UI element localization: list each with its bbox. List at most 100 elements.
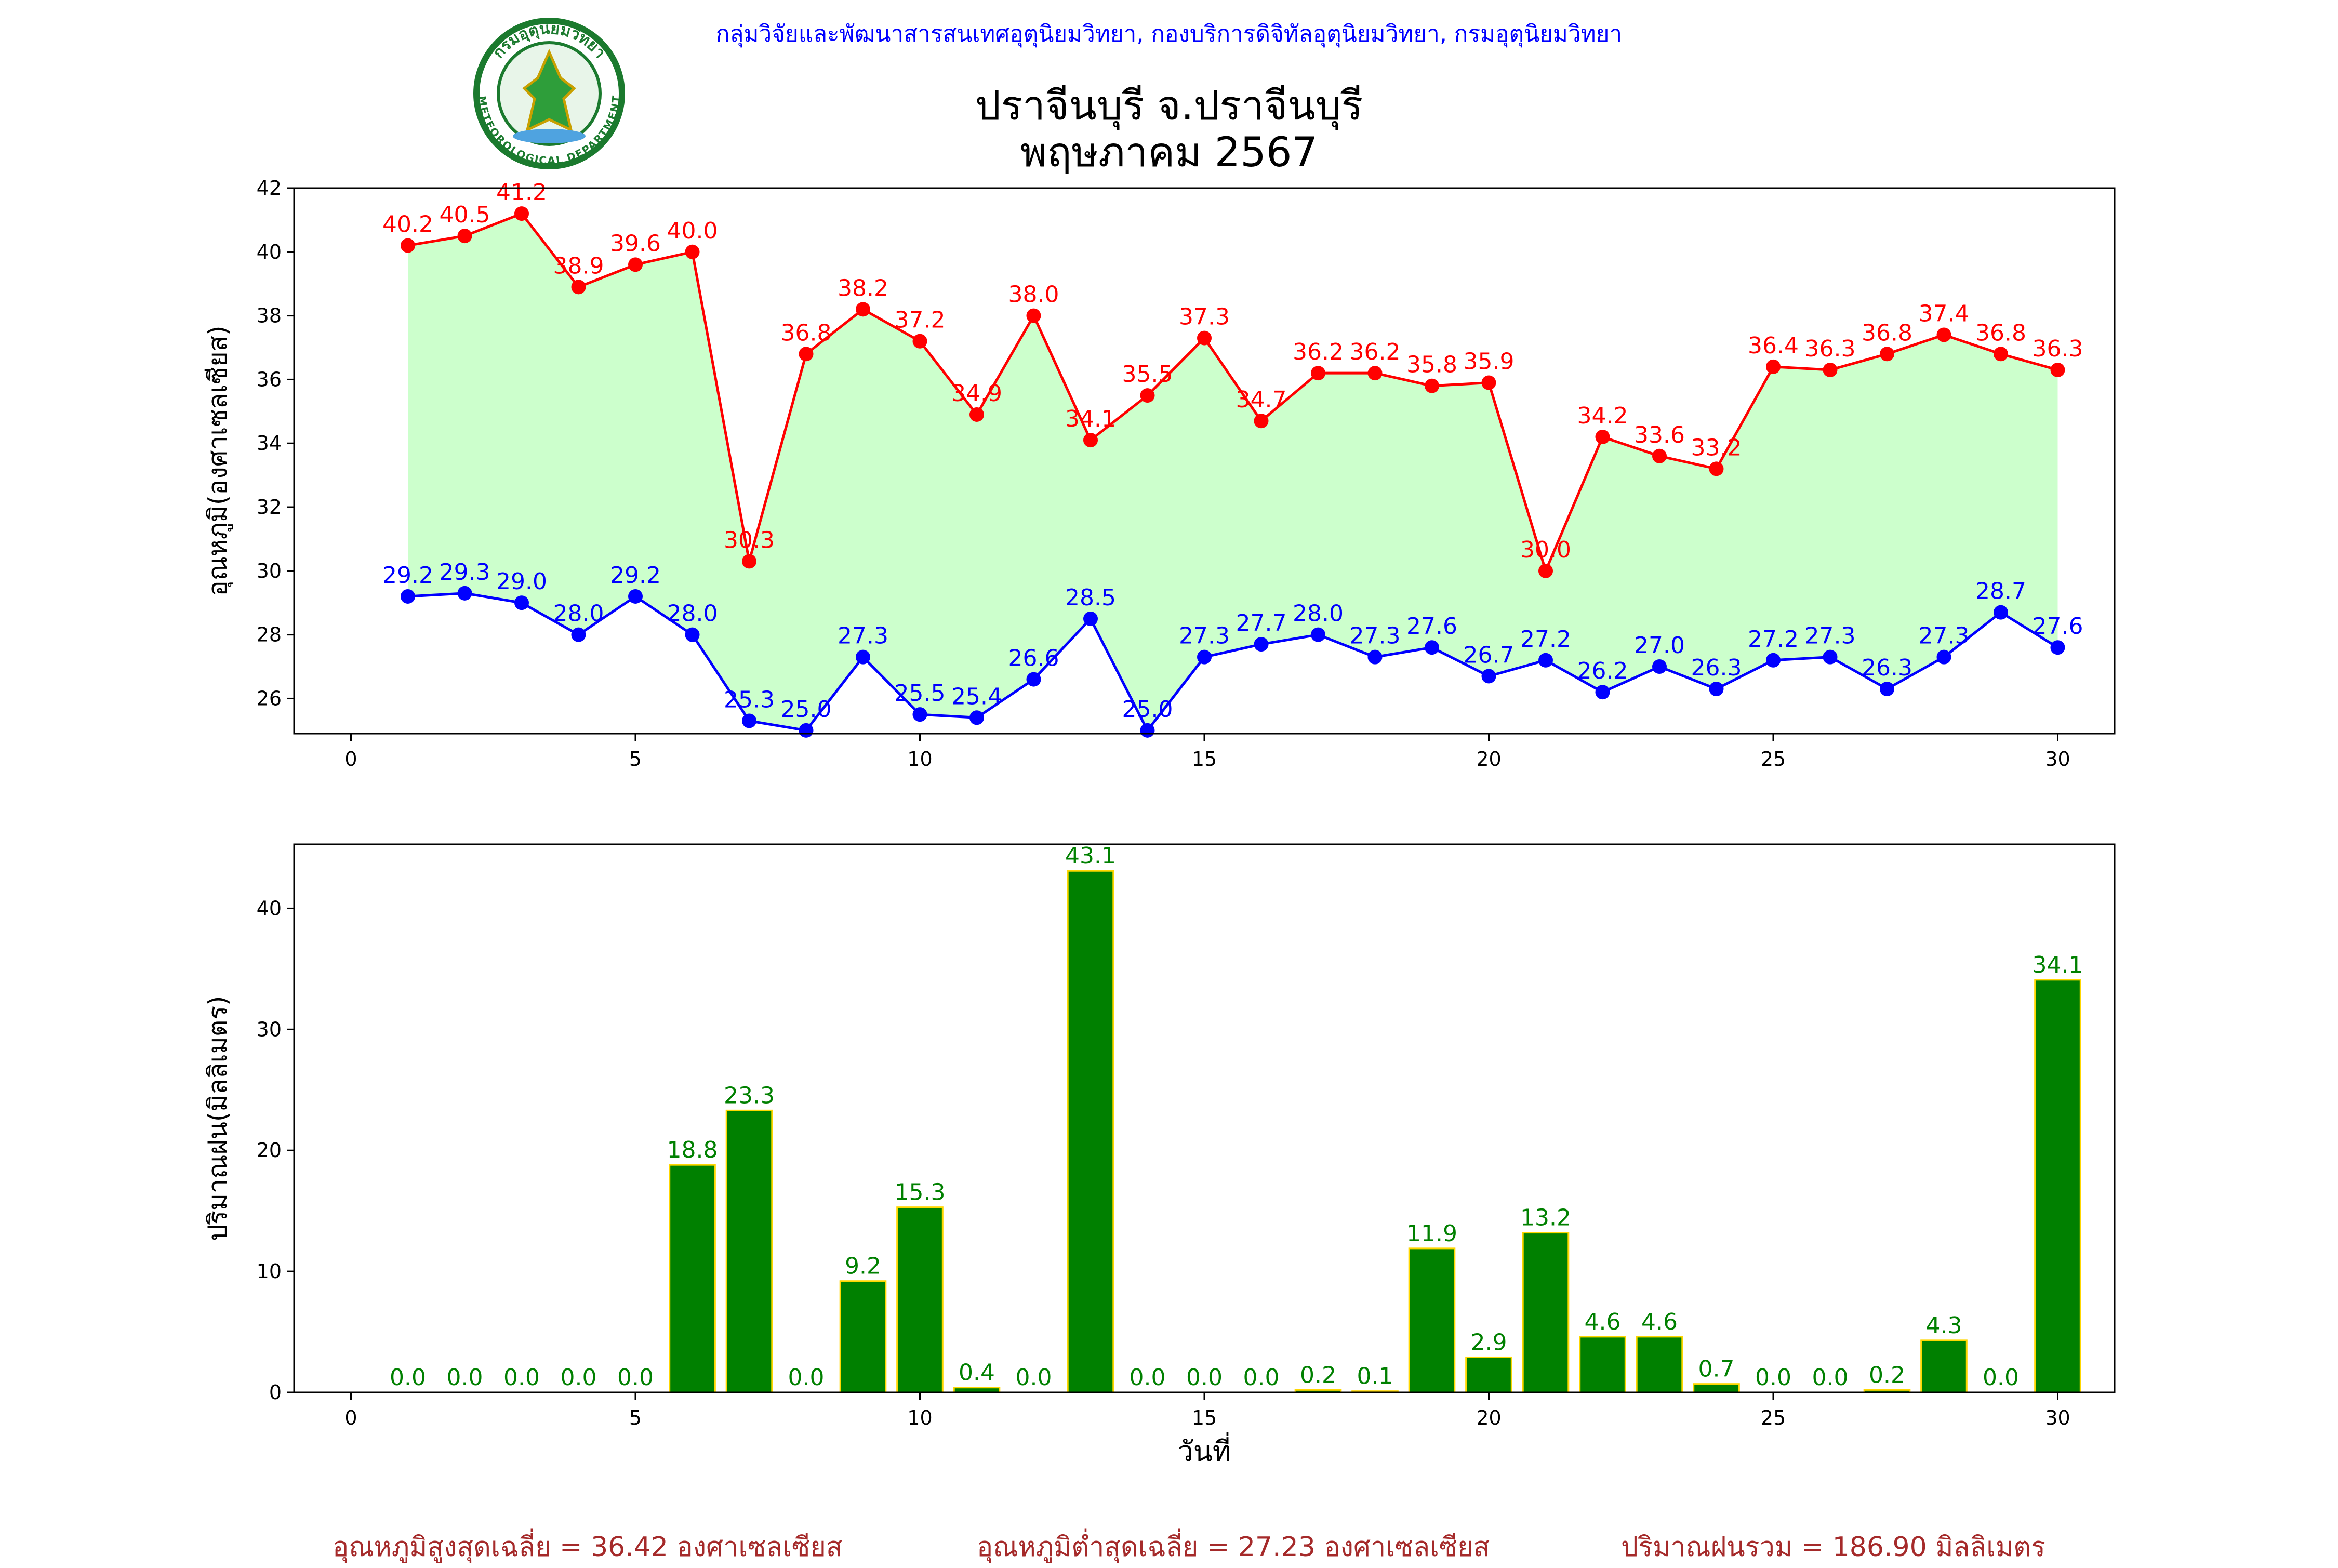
min-temp-point <box>1766 653 1781 668</box>
max-temp-point <box>1481 375 1496 390</box>
max-temp-point <box>799 347 814 362</box>
min-temp-point <box>1140 723 1155 738</box>
temp-ytick-label-3: 32 <box>257 496 282 519</box>
min-temp-value-label: 27.3 <box>1919 623 1970 649</box>
stat-average-min: อุณหภูมิต่ำสุดเฉลี่ย = 27.23 องศาเซลเซีย… <box>977 1532 1490 1563</box>
min-temp-point <box>1823 649 1838 665</box>
temp-ytick-label-6: 38 <box>257 304 282 327</box>
min-temp-point <box>514 595 529 610</box>
max-temp-value-label: 41.2 <box>496 179 547 206</box>
max-temp-value-label: 37.3 <box>1179 304 1230 330</box>
rain-xtick-label-6: 30 <box>2045 1406 2070 1429</box>
temp-plot-frame <box>293 187 2116 735</box>
rain-value-label: 0.0 <box>1016 1364 1052 1391</box>
min-temp-value-label: 27.6 <box>2033 613 2083 640</box>
min-temp-value-label: 27.0 <box>1634 632 1685 659</box>
temp-ytick-label-1: 28 <box>257 623 282 646</box>
max-temp-value-label: 33.2 <box>1691 434 1742 461</box>
rain-value-label: 0.0 <box>1186 1364 1223 1391</box>
rain-xlabel: วันที่ <box>1178 1432 1231 1468</box>
min-temp-value-label: 26.6 <box>1008 645 1059 672</box>
temp-xtick-label-2: 10 <box>907 748 932 770</box>
rain-value-label: 4.3 <box>1926 1312 1962 1339</box>
min-temp-value-label: 29.2 <box>382 562 433 589</box>
min-temp-value-label: 28.7 <box>1975 578 2026 605</box>
rain-value-label: 0.0 <box>788 1364 825 1391</box>
max-temp-point <box>1880 347 1894 362</box>
min-temp-value-label: 27.2 <box>1520 626 1571 653</box>
temp-xtick-label-4: 20 <box>1476 748 1501 770</box>
max-temp-value-label: 37.4 <box>1919 300 1970 327</box>
min-temp-point <box>1538 653 1553 668</box>
min-temp-point <box>457 586 472 601</box>
temp-ytick-label-2: 30 <box>257 560 282 582</box>
max-temp-point <box>1823 363 1838 377</box>
min-temp-point <box>1083 611 1098 626</box>
max-temp-point <box>401 238 415 253</box>
temp-xtick-label-1: 5 <box>629 748 642 770</box>
temp-ytick-label-0: 26 <box>257 687 282 710</box>
max-temp-point <box>457 229 472 244</box>
temp-ytick-label-8: 42 <box>257 177 282 200</box>
rain-ytick-label-1: 10 <box>257 1260 282 1283</box>
max-temp-point <box>1367 366 1383 381</box>
max-temp-point <box>1197 330 1212 346</box>
min-temp-value-label: 26.3 <box>1691 655 1742 681</box>
min-temp-point <box>912 707 927 722</box>
min-temp-value-label: 25.5 <box>895 680 946 707</box>
rain-xtick-label-0: 0 <box>344 1406 357 1429</box>
rain-value-label: 43.1 <box>1065 843 1116 869</box>
max-temp-value-label: 36.4 <box>1748 333 1799 359</box>
rain-xtick-label-2: 10 <box>907 1406 932 1429</box>
rain-value-label: 4.6 <box>1641 1309 1678 1335</box>
rain-bar <box>2034 979 2081 1393</box>
rain-value-label: 0.0 <box>390 1364 426 1391</box>
max-temp-point <box>1766 359 1781 374</box>
rain-value-label: 0.2 <box>1300 1362 1336 1388</box>
rain-value-label: 2.9 <box>1471 1329 1507 1356</box>
min-temp-point <box>1880 682 1894 697</box>
rain-value-label: 0.0 <box>1983 1364 2019 1391</box>
max-temp-value-label: 40.0 <box>667 218 718 244</box>
max-temp-value-label: 35.8 <box>1406 352 1457 378</box>
min-temp-value-label: 28.0 <box>667 601 718 627</box>
temp-ylabel: อุณหภูมิ(องศาเซลเซียส) <box>203 325 233 596</box>
max-temp-point <box>1709 461 1724 476</box>
rain-bar <box>1465 1356 1512 1393</box>
max-temp-value-label: 30.3 <box>724 527 775 553</box>
min-temp-point <box>969 710 984 725</box>
title-station: ปราจีนบุรี จ.ปราจีนบุรี <box>975 83 1363 129</box>
max-temp-value-label: 40.2 <box>382 211 433 238</box>
temp-xtick-label-6: 30 <box>2045 748 2070 770</box>
min-temp-point <box>401 589 415 604</box>
min-temp-point <box>628 589 643 604</box>
max-temp-value-label: 34.9 <box>951 380 1002 407</box>
rain-bar <box>839 1280 887 1393</box>
min-temp-point <box>571 627 586 642</box>
max-temp-point <box>969 407 984 422</box>
max-temp-point <box>912 334 927 349</box>
rain-value-label: 15.3 <box>895 1179 946 1206</box>
min-temp-point <box>1936 649 1951 665</box>
rain-value-label: 0.0 <box>1243 1364 1280 1391</box>
temp-xtick-label-0: 0 <box>344 748 357 770</box>
rain-bar <box>1579 1336 1626 1393</box>
max-temp-value-label: 30.0 <box>1520 537 1571 563</box>
temperature-range-fill <box>408 214 2058 730</box>
rain-value-label: 0.0 <box>561 1364 597 1391</box>
max-temp-value-label: 35.5 <box>1122 361 1173 388</box>
rain-bar <box>1693 1383 1740 1393</box>
min-temp-point <box>1197 649 1212 665</box>
min-temp-point <box>742 713 756 728</box>
max-temp-point <box>628 257 643 272</box>
min-temp-value-label: 28.5 <box>1065 584 1116 611</box>
rain-ytick-label-3: 30 <box>257 1018 282 1041</box>
department-header: กลุ่มวิจัยและพัฒนาสารสนเทศอุตุนิยมวิทยา,… <box>715 21 1623 47</box>
max-temp-point <box>685 244 700 259</box>
rain-value-label: 11.9 <box>1406 1220 1457 1247</box>
max-temp-value-label: 36.3 <box>1805 336 1856 362</box>
rain-ylabel: ปริมาณฝน(มิลลิเมตร) <box>203 995 233 1241</box>
rain-bar <box>1408 1247 1456 1393</box>
temp-ytick-label-5: 36 <box>257 368 282 391</box>
